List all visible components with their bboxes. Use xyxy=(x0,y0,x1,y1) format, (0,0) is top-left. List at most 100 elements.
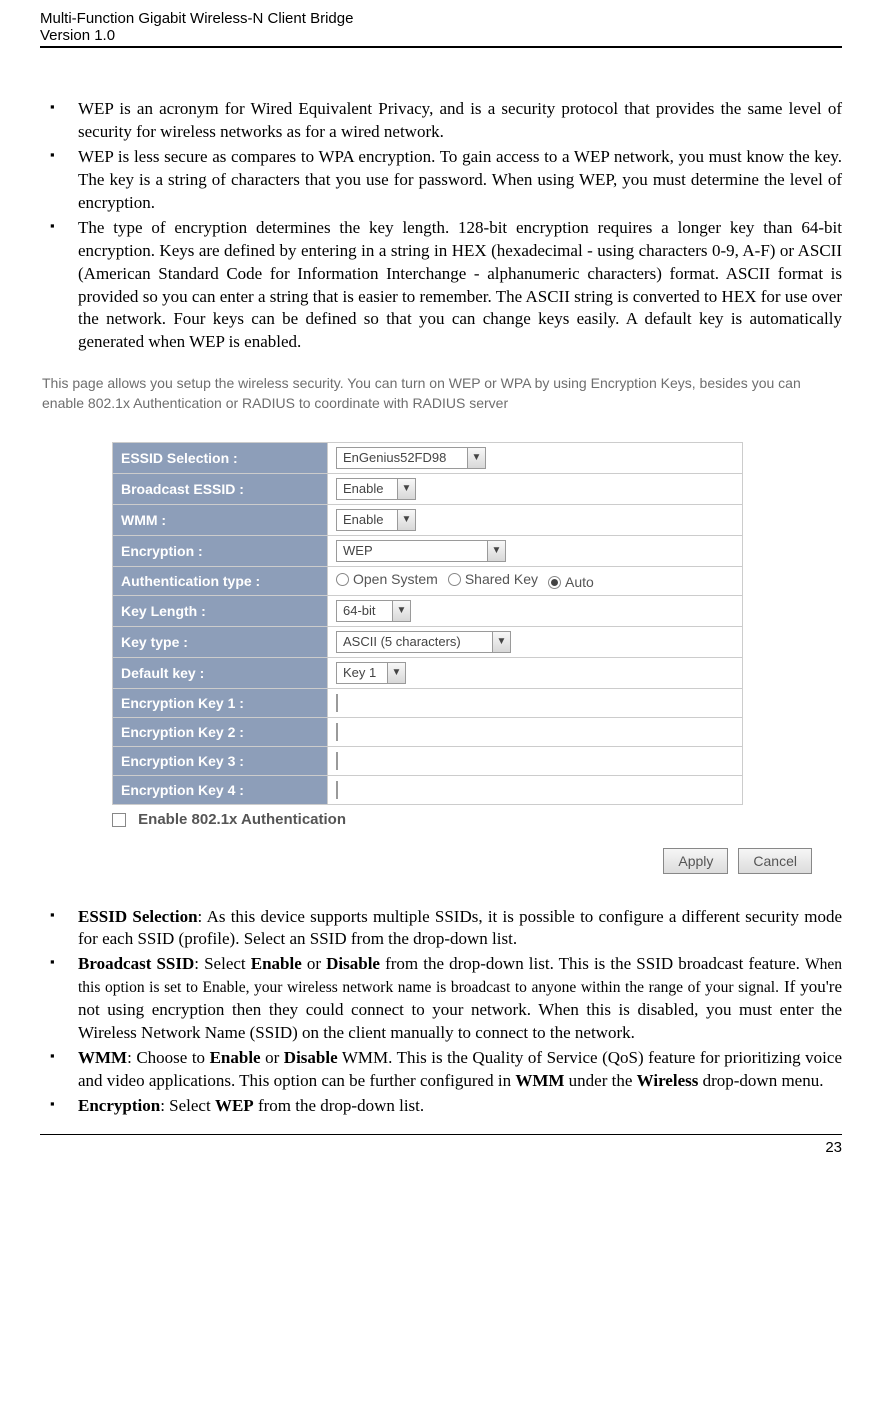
bullet-essid: ESSID Selection: As this device supports… xyxy=(40,906,842,952)
form-row: Key type : ASCII (5 characters)▼ xyxy=(113,626,743,657)
form-label: Default key : xyxy=(113,657,328,688)
text: drop-down menu. xyxy=(698,1071,823,1090)
form-value: Key 1▼ xyxy=(328,657,743,688)
term: Enable xyxy=(210,1048,261,1067)
chevron-down-icon[interactable]: ▼ xyxy=(397,510,415,530)
header-version: Version 1.0 xyxy=(40,27,842,44)
dropdown-value: Enable xyxy=(337,479,397,499)
bullet-item: WEP is less secure as compares to WPA en… xyxy=(40,146,842,215)
form-row: Encryption Key 3 : xyxy=(113,746,743,775)
form-row: Default key : Key 1▼ xyxy=(113,657,743,688)
radio-option[interactable]: Auto xyxy=(548,574,594,590)
form-row: Encryption : WEP▼ xyxy=(113,535,743,566)
term: WEP xyxy=(215,1096,254,1115)
dropdown-value: Key 1 xyxy=(337,663,387,683)
bullet-wmm: WMM: Choose to Enable or Disable WMM. Th… xyxy=(40,1047,842,1093)
form-label: Encryption Key 1 : xyxy=(113,688,328,717)
form-value: EnGenius52FD98▼ xyxy=(328,442,743,473)
auth-checkbox[interactable] xyxy=(112,813,126,827)
radio-icon xyxy=(448,573,461,586)
form-value xyxy=(328,717,743,746)
form-row: Authentication type : Open System Shared K… xyxy=(113,566,743,595)
text-input[interactable] xyxy=(336,781,338,799)
apply-button[interactable]: Apply xyxy=(663,848,728,874)
chevron-down-icon[interactable]: ▼ xyxy=(392,601,410,621)
form-row: Encryption Key 4 : xyxy=(113,775,743,804)
radio-icon xyxy=(336,573,349,586)
dropdown[interactable]: EnGenius52FD98▼ xyxy=(336,447,486,469)
text: or xyxy=(302,954,326,973)
term: Enable xyxy=(251,954,302,973)
bullet-item: The type of encryption determines the ke… xyxy=(40,217,842,355)
form-row: Key Length : 64-bit▼ xyxy=(113,595,743,626)
radio-label: Auto xyxy=(565,574,594,590)
page-number: 23 xyxy=(825,1139,842,1156)
term: ESSID Selection xyxy=(78,907,198,926)
cancel-button[interactable]: Cancel xyxy=(738,848,812,874)
form-value: WEP▼ xyxy=(328,535,743,566)
form-value: Enable▼ xyxy=(328,504,743,535)
top-bullet-list: WEP is an acronym for Wired Equivalent P… xyxy=(40,98,842,354)
form-label: Broadcast ESSID : xyxy=(113,473,328,504)
text: : Select xyxy=(160,1096,215,1115)
form-value xyxy=(328,688,743,717)
term: Wireless xyxy=(637,1071,699,1090)
dropdown[interactable]: WEP▼ xyxy=(336,540,506,562)
text-input[interactable] xyxy=(336,752,338,770)
bullet-broadcast: Broadcast SSID: Select Enable or Disable… xyxy=(40,953,842,1045)
text: under the xyxy=(564,1071,636,1090)
form-row: Encryption Key 2 : xyxy=(113,717,743,746)
chevron-down-icon[interactable]: ▼ xyxy=(387,663,405,683)
form-label: Key type : xyxy=(113,626,328,657)
header-title: Multi-Function Gigabit Wireless-N Client… xyxy=(40,10,842,27)
settings-screenshot: This page allows you setup the wireless … xyxy=(40,368,842,885)
form-label: WMM : xyxy=(113,504,328,535)
page-header: Multi-Function Gigabit Wireless-N Client… xyxy=(40,10,842,48)
radio-label: Open System xyxy=(353,571,438,587)
form-row: WMM : Enable▼ xyxy=(113,504,743,535)
dropdown[interactable]: Key 1▼ xyxy=(336,662,406,684)
chevron-down-icon[interactable]: ▼ xyxy=(397,479,415,499)
text: from the drop-down list. xyxy=(254,1096,424,1115)
form-label: Encryption : xyxy=(113,535,328,566)
form-label: Encryption Key 2 : xyxy=(113,717,328,746)
chevron-down-icon[interactable]: ▼ xyxy=(492,632,510,652)
dropdown[interactable]: ASCII (5 characters)▼ xyxy=(336,631,511,653)
page-footer: 23 xyxy=(40,1134,842,1156)
dropdown[interactable]: Enable▼ xyxy=(336,509,416,531)
dropdown-value: EnGenius52FD98 xyxy=(337,448,467,468)
form-row: Broadcast ESSID : Enable▼ xyxy=(113,473,743,504)
form-label: ESSID Selection : xyxy=(113,442,328,473)
radio-label: Shared Key xyxy=(465,571,538,587)
form-value: Enable▼ xyxy=(328,473,743,504)
form-label: Encryption Key 4 : xyxy=(113,775,328,804)
dropdown[interactable]: Enable▼ xyxy=(336,478,416,500)
form-label: Authentication type : xyxy=(113,566,328,595)
dropdown-value: Enable xyxy=(337,510,397,530)
text: or xyxy=(261,1048,284,1067)
bullet-item: WEP is an acronym for Wired Equivalent P… xyxy=(40,98,842,144)
term: Encryption xyxy=(78,1096,160,1115)
radio-option[interactable]: Open System xyxy=(336,571,438,587)
settings-form: ESSID Selection :EnGenius52FD98▼Broadcas… xyxy=(112,442,743,805)
chevron-down-icon[interactable]: ▼ xyxy=(487,541,505,561)
text: : Select xyxy=(194,954,250,973)
text-input[interactable] xyxy=(336,723,338,741)
dropdown-value: 64-bit xyxy=(337,601,392,621)
term: Disable xyxy=(326,954,380,973)
form-row: Encryption Key 1 : xyxy=(113,688,743,717)
screenshot-intro: This page allows you setup the wireless … xyxy=(42,374,832,413)
text-input[interactable] xyxy=(336,694,338,712)
form-value: ASCII (5 characters)▼ xyxy=(328,626,743,657)
bottom-bullet-list: ESSID Selection: As this device supports… xyxy=(40,906,842,1118)
dropdown-value: ASCII (5 characters) xyxy=(337,632,492,652)
form-value xyxy=(328,746,743,775)
radio-icon xyxy=(548,576,561,589)
dropdown[interactable]: 64-bit▼ xyxy=(336,600,411,622)
auth-checkbox-row: Enable 802.1x Authentication xyxy=(112,811,832,828)
chevron-down-icon[interactable]: ▼ xyxy=(467,448,485,468)
term: Disable xyxy=(284,1048,338,1067)
radio-option[interactable]: Shared Key xyxy=(448,571,538,587)
form-label: Key Length : xyxy=(113,595,328,626)
form-value xyxy=(328,775,743,804)
